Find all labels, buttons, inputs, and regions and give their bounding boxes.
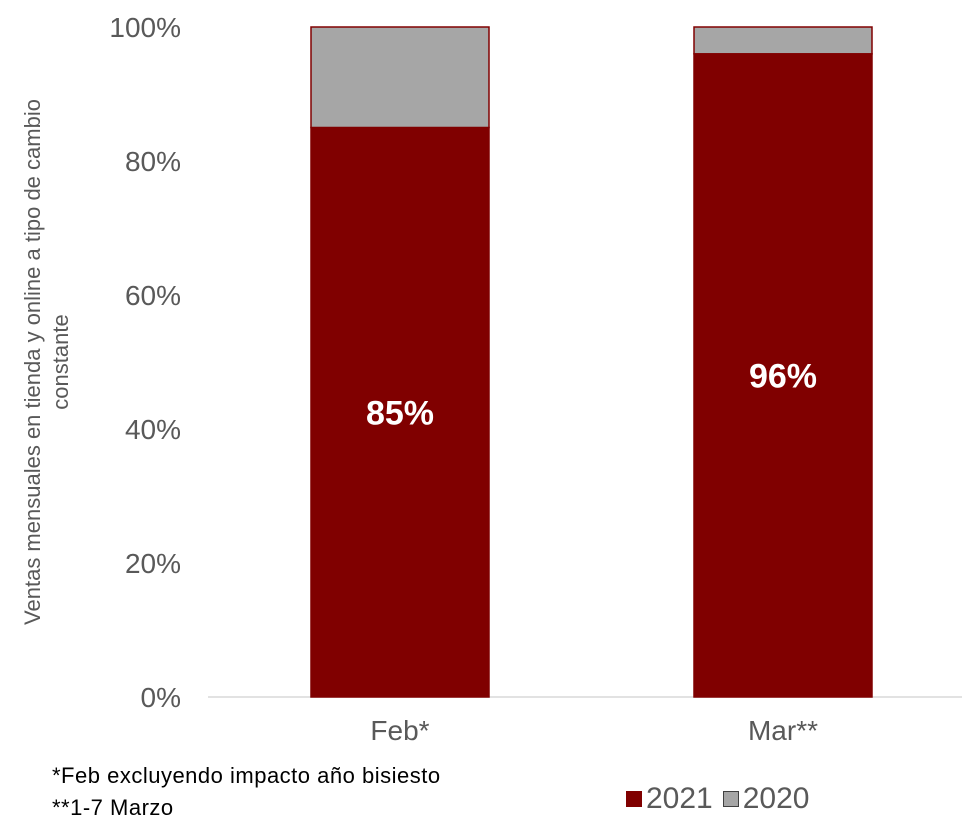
y-tick-label: 60% bbox=[125, 280, 181, 311]
x-axis-ticks: Feb* Mar** bbox=[370, 715, 818, 746]
y-tick-label: 40% bbox=[125, 414, 181, 445]
y-tick-label: 100% bbox=[109, 12, 181, 43]
bar-segment-2020 bbox=[693, 26, 873, 55]
legend: 2021 2020 bbox=[626, 782, 810, 816]
legend-item-2021: 2021 bbox=[626, 782, 713, 816]
legend-label-2020: 2020 bbox=[742, 782, 810, 815]
bars: 85% 96% bbox=[310, 26, 873, 698]
y-axis-ticks: 0% 20% 40% 60% 80% 100% bbox=[109, 12, 181, 713]
y-tick-label: 80% bbox=[125, 146, 181, 177]
bar-segment-2021 bbox=[693, 53, 873, 698]
legend-item-2020: 2020 bbox=[722, 782, 810, 816]
legend-label-2021: 2021 bbox=[646, 782, 713, 815]
legend-swatch-2021 bbox=[626, 791, 642, 807]
bar-data-label: 96% bbox=[749, 357, 817, 395]
x-tick-label: Mar** bbox=[748, 715, 818, 746]
x-tick-label: Feb* bbox=[370, 715, 429, 746]
bar-segment-2021 bbox=[310, 126, 490, 698]
footnote-feb: *Feb excluyendo impacto año bisiesto bbox=[52, 763, 441, 788]
y-tick-label: 0% bbox=[141, 682, 181, 713]
bar-data-label: 85% bbox=[366, 394, 434, 432]
y-axis-label: Ventas mensuales en tienda y online a ti… bbox=[20, 99, 73, 625]
bar-segment-2020 bbox=[310, 26, 490, 129]
y-axis-label-line: Ventas mensuales en tienda y online a ti… bbox=[20, 99, 45, 625]
legend-swatch-2020 bbox=[722, 791, 739, 807]
y-tick-label: 20% bbox=[125, 548, 181, 579]
footnote-mar: **1-7 Marzo bbox=[52, 795, 174, 820]
y-axis-label-line: constante bbox=[48, 314, 73, 409]
